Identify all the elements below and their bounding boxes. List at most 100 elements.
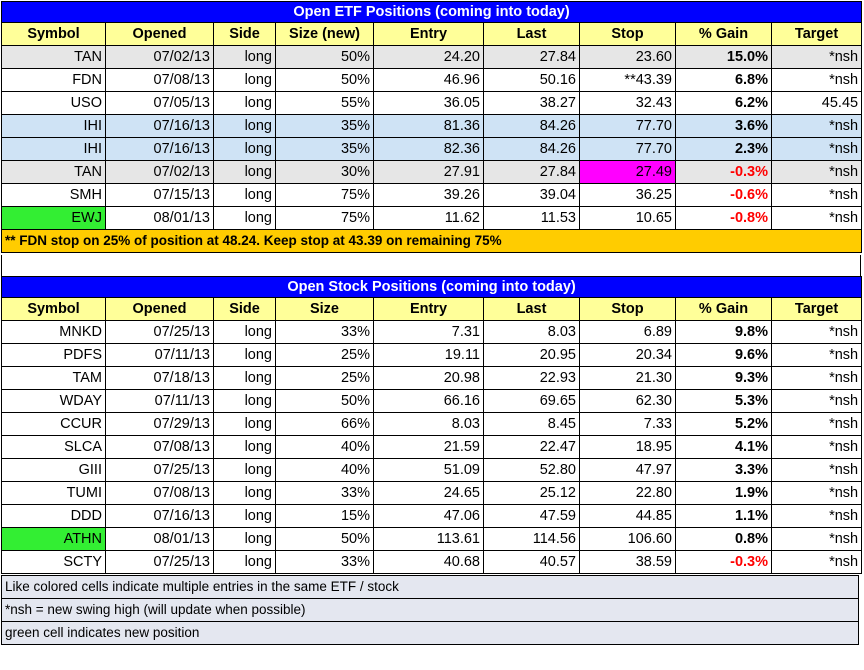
table-row: GIII 07/25/13 long 40% 51.09 52.80 47.97 3.3% *n… [1,458,863,482]
table-row: TUMI 07/08/13 long 33% 24.65 25.12 22.80 1.9% *n… [1,481,863,505]
table-row: CCUR 07/29/13 long 66% 8.03 8.45 7.33 5.2% *nsh [1,412,863,436]
cell-side: long [213,481,276,505]
cell-target: *nsh [770,550,863,574]
cell-stop: **43.39 [579,68,676,92]
table-row: TAM 07/18/13 long 25% 20.98 22.93 21.30 9.3% *ns… [1,366,863,390]
cell-side: long [213,550,276,574]
etf-note-row: ** FDN stop on 25% of position at 48.24.… [0,229,863,253]
cell-target: *nsh [770,320,863,344]
cell-entry: 7.31 [373,320,484,344]
cell-gain: 3.6% [675,114,772,138]
cell-size: 30% [275,160,374,184]
cell-symbol: CCUR [1,412,106,436]
cell-side: long [213,412,276,436]
cell-symbol: PDFS [1,343,106,367]
footnote-colors: Like colored cells indicate multiple ent… [1,575,859,599]
cell-opened: 07/02/13 [105,45,214,69]
cell-target: *nsh [770,137,863,161]
table-row: DDD 07/16/13 long 15% 47.06 47.59 44.85 1.1% *ns… [1,504,863,528]
cell-target: *nsh [770,435,863,459]
cell-gain: 15.0% [675,45,772,69]
cell-opened: 07/16/13 [105,114,214,138]
cell-symbol: WDAY [1,389,106,413]
col-header-stop: Stop [579,22,676,46]
cell-entry: 19.11 [373,343,484,367]
cell-entry: 47.06 [373,504,484,528]
cell-stop: 20.34 [579,343,676,367]
cell-last: 8.45 [483,412,580,436]
col-header-size: Size [275,297,374,321]
stock-table-title: Open Stock Positions (coming into today) [0,276,863,298]
cell-side: long [213,206,276,230]
cell-last: 84.26 [483,137,580,161]
cell-stop: 10.65 [579,206,676,230]
cell-entry: 113.61 [373,527,484,551]
cell-gain: 5.3% [675,389,772,413]
cell-symbol: MNKD [1,320,106,344]
cell-last: 27.84 [483,160,580,184]
cell-gain: 9.6% [675,343,772,367]
cell-stop: 77.70 [579,114,676,138]
cell-target: *nsh [770,68,863,92]
cell-symbol: SLCA [1,435,106,459]
cell-side: long [213,458,276,482]
cell-last: 50.16 [483,68,580,92]
cell-size: 50% [275,45,374,69]
cell-symbol: TAN [1,160,106,184]
cell-symbol: IHI [1,114,106,138]
cell-size: 33% [275,320,374,344]
table-row: USO 07/05/13 long 55% 36.05 38.27 32.43 6.2% 45.… [1,91,863,115]
cell-size: 33% [275,550,374,574]
cell-gain: -0.3% [675,160,772,184]
cell-stop: 7.33 [579,412,676,436]
cell-size: 33% [275,481,374,505]
cell-gain: 1.9% [675,481,772,505]
table-row: TAN 07/02/13 long 30% 27.91 27.84 27.49 -0.3% *n… [1,160,863,184]
cell-side: long [213,527,276,551]
cell-stop: 21.30 [579,366,676,390]
cell-stop: 27.49 [579,160,676,184]
cell-symbol: TAM [1,366,106,390]
cell-stop: 38.59 [579,550,676,574]
col-header-last: Last [483,22,580,46]
cell-stop: 36.25 [579,183,676,207]
cell-target: 45.45 [770,91,863,115]
cell-side: long [213,114,276,138]
cell-last: 47.59 [483,504,580,528]
cell-entry: 40.68 [373,550,484,574]
cell-size: 40% [275,458,374,482]
cell-target: *nsh [770,366,863,390]
cell-last: 25.12 [483,481,580,505]
cell-symbol: ATHN [1,527,106,551]
cell-side: long [213,68,276,92]
cell-last: 69.65 [483,389,580,413]
col-header-gain: % Gain [675,22,772,46]
col-header-stop: Stop [579,297,676,321]
cell-side: long [213,435,276,459]
cell-entry: 39.26 [373,183,484,207]
cell-symbol: TAN [1,45,106,69]
cell-entry: 51.09 [373,458,484,482]
col-header-size: Size (new) [275,22,374,46]
cell-target: *nsh [770,114,863,138]
cell-symbol: TUMI [1,481,106,505]
cell-opened: 07/18/13 [105,366,214,390]
cell-last: 22.47 [483,435,580,459]
etf-table-title: Open ETF Positions (coming into today) [0,1,863,23]
cell-stop: 47.97 [579,458,676,482]
cell-side: long [213,320,276,344]
cell-target: *nsh [770,183,863,207]
cell-gain: 0.8% [675,527,772,551]
footnote-nsh: *nsh = new swing high (will update when … [1,599,859,622]
cell-target: *nsh [770,412,863,436]
cell-entry: 82.36 [373,137,484,161]
cell-opened: 07/08/13 [105,68,214,92]
table-row: WDAY 07/11/13 long 50% 66.16 69.65 62.30 5.3% *n… [1,389,863,413]
cell-opened: 08/01/13 [105,206,214,230]
cell-stop: 62.30 [579,389,676,413]
cell-side: long [213,160,276,184]
cell-gain: -0.6% [675,183,772,207]
cell-size: 75% [275,206,374,230]
cell-gain: 3.3% [675,458,772,482]
cell-side: long [213,366,276,390]
